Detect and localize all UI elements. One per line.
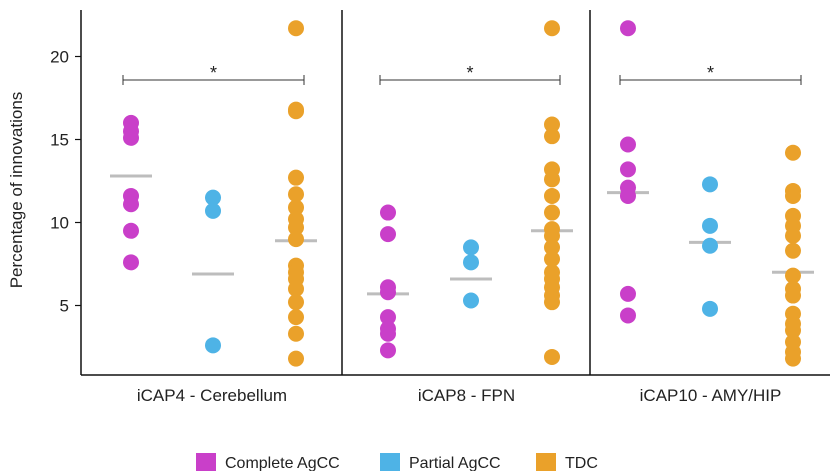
data-point bbox=[785, 144, 801, 161]
panel: iCAP8 - FPN * bbox=[367, 20, 573, 405]
legend-swatch bbox=[196, 453, 216, 471]
legend-swatch bbox=[536, 453, 556, 471]
data-point bbox=[288, 103, 304, 120]
data-point bbox=[544, 348, 560, 365]
data-point bbox=[785, 287, 801, 304]
data-point bbox=[205, 202, 221, 219]
y-tick-label: 10 bbox=[50, 214, 69, 233]
data-point bbox=[123, 129, 139, 146]
data-point bbox=[544, 294, 560, 311]
data-point bbox=[288, 294, 304, 311]
legend-swatch bbox=[380, 453, 400, 471]
data-point bbox=[785, 322, 801, 339]
data-point bbox=[380, 309, 396, 326]
data-point bbox=[288, 280, 304, 297]
data-point bbox=[123, 254, 139, 271]
panel: iCAP10 - AMY/HIP * bbox=[607, 20, 814, 405]
legend-label: Partial AgCC bbox=[409, 455, 501, 471]
data-point bbox=[123, 222, 139, 239]
data-point bbox=[785, 227, 801, 244]
y-tick-label: 20 bbox=[50, 48, 69, 67]
data-point bbox=[288, 350, 304, 367]
panel-label: iCAP4 - Cerebellum bbox=[137, 386, 287, 405]
data-point bbox=[544, 20, 560, 37]
data-point bbox=[205, 337, 221, 354]
significance-marker: * bbox=[210, 63, 217, 83]
data-point bbox=[620, 20, 636, 37]
data-point bbox=[288, 169, 304, 186]
data-point bbox=[463, 239, 479, 256]
data-point bbox=[288, 20, 304, 37]
data-point bbox=[463, 254, 479, 271]
data-point bbox=[380, 284, 396, 301]
data-point bbox=[288, 219, 304, 236]
panels: iCAP4 - Cerebellum*iCAP8 - FPN*iCAP10 - … bbox=[110, 20, 814, 405]
panel: iCAP4 - Cerebellum * bbox=[110, 20, 317, 405]
data-point bbox=[702, 176, 718, 193]
data-point bbox=[288, 186, 304, 203]
data-point bbox=[702, 217, 718, 234]
data-point bbox=[785, 187, 801, 204]
data-point bbox=[463, 292, 479, 309]
data-point bbox=[205, 189, 221, 206]
data-point bbox=[380, 204, 396, 221]
data-point bbox=[702, 237, 718, 254]
data-point bbox=[785, 267, 801, 284]
data-point bbox=[544, 251, 560, 268]
legend-label: Complete AgCC bbox=[225, 455, 340, 471]
significance-marker: * bbox=[466, 63, 473, 83]
panel-label: iCAP8 - FPN bbox=[418, 386, 515, 405]
data-point bbox=[544, 227, 560, 244]
data-point bbox=[785, 242, 801, 259]
data-point bbox=[620, 136, 636, 153]
data-point bbox=[544, 171, 560, 188]
data-point bbox=[288, 231, 304, 248]
data-point bbox=[288, 325, 304, 342]
data-point bbox=[544, 128, 560, 145]
data-point bbox=[785, 350, 801, 367]
data-point bbox=[380, 226, 396, 243]
panel-label: iCAP10 - AMY/HIP bbox=[640, 386, 782, 405]
data-point bbox=[620, 161, 636, 178]
data-point bbox=[380, 325, 396, 342]
data-point bbox=[380, 342, 396, 359]
data-point bbox=[123, 196, 139, 213]
y-tick-label: 5 bbox=[60, 297, 69, 316]
data-point bbox=[620, 307, 636, 324]
data-point bbox=[544, 239, 560, 256]
legend-label: TDC bbox=[565, 455, 598, 471]
data-point bbox=[288, 309, 304, 326]
y-axis-label: Percentage of innovations bbox=[7, 92, 26, 289]
data-point bbox=[620, 285, 636, 302]
axes: 5 10 15 20 bbox=[50, 10, 830, 376]
data-point bbox=[620, 187, 636, 204]
data-point bbox=[702, 300, 718, 317]
data-point bbox=[288, 199, 304, 216]
significance-marker: * bbox=[707, 63, 714, 83]
data-point bbox=[544, 116, 560, 133]
data-point bbox=[544, 204, 560, 221]
legend: Complete AgCC Partial AgCC TDC bbox=[196, 453, 598, 471]
data-point bbox=[544, 187, 560, 204]
y-tick-label: 15 bbox=[50, 131, 69, 150]
